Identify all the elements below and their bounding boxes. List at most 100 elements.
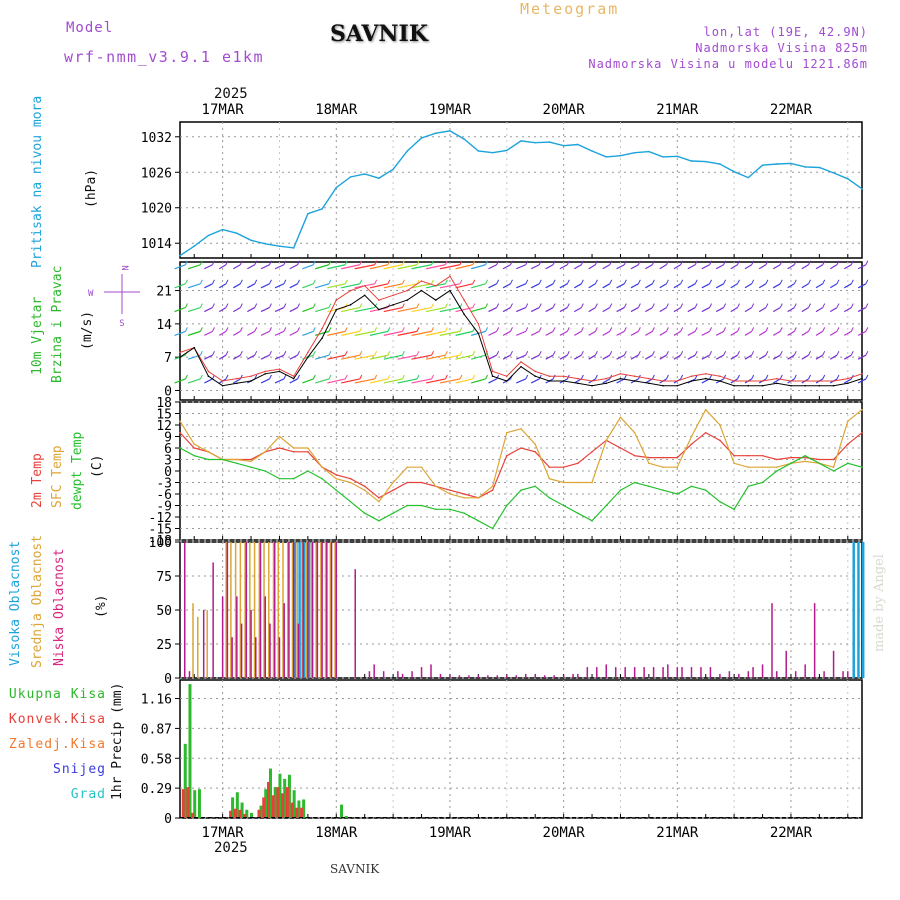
wind-barb-flag (254, 327, 258, 332)
wind-barb (218, 307, 227, 313)
pressure-ytick-label: 1014 (141, 237, 172, 252)
wind-ytick-label: 14 (156, 318, 172, 333)
wind-gust-line-point (420, 280, 423, 282)
model-label: Model (66, 20, 114, 36)
wind-barb (645, 354, 653, 360)
wind-barb-flag (225, 303, 229, 308)
temp-line-sfc_temp-point (505, 431, 508, 434)
wind-speed-line-point (690, 380, 693, 382)
temp-line-dewpoint (179, 447, 863, 530)
pressure-ytick-label: 1026 (141, 166, 172, 181)
wind-barb-flag (850, 279, 854, 285)
wind-barb-flag (374, 374, 378, 380)
temp-line-dewpoint-point (676, 493, 679, 495)
wind-barb (659, 330, 667, 336)
pressure-line-point (818, 166, 821, 169)
wind-barb (645, 378, 653, 384)
cloud-ytick-label: 25 (156, 638, 172, 653)
wind-barb-flag (538, 327, 542, 332)
wind-barb-flag (580, 327, 584, 332)
wind-barb (829, 283, 838, 289)
wind-barb-flag (328, 279, 332, 285)
temp-line-temp2m-point (676, 456, 679, 459)
wind-barb (274, 307, 285, 313)
wind-barb-flag (254, 303, 258, 308)
wind-barb (274, 264, 285, 270)
precip-bar-total_precip (259, 805, 263, 818)
wind-barb-flag (472, 260, 476, 265)
temp-line-sfc_temp-point (520, 428, 522, 430)
temp-line-temp2m-point (804, 456, 806, 459)
wind-barb (772, 283, 781, 289)
date-label-bottom: 22MAR (770, 825, 813, 841)
wind-barb (574, 354, 582, 360)
wind-barb-flag (328, 260, 332, 265)
temp-line-sfc_temp-point (648, 462, 650, 465)
wind-barb (369, 264, 388, 270)
wind-barb-flag (328, 350, 332, 356)
precip-bar-conv_precip (266, 781, 270, 818)
wind-barb (559, 354, 568, 360)
wind-barb (247, 307, 256, 313)
wind-speed-line-point (733, 384, 735, 387)
wind-gust-line-point (775, 377, 778, 380)
wind-barb (502, 354, 511, 360)
temperature-ytick-label: 18 (156, 396, 172, 411)
wind-speed-line-point (662, 384, 664, 387)
wind-barb (471, 378, 486, 384)
precip-legend-snow: Snijeg (53, 762, 106, 777)
pressure-line-point (704, 160, 707, 163)
wind-barb-flag (723, 279, 727, 285)
wind-barb-flag (808, 303, 811, 308)
wind-speed-line-point (179, 356, 181, 358)
wind-barb-flag (651, 279, 655, 285)
temp-line-dewpoint-point (662, 489, 664, 491)
wind-barb (455, 354, 473, 360)
wind-barb-flag (297, 279, 300, 285)
wind-barb-flag (212, 350, 215, 356)
wind-barb (397, 330, 418, 336)
wind-barb-flag (472, 374, 476, 380)
wind-barb (247, 264, 256, 270)
wind-gust-line-point (605, 377, 608, 380)
precip-ytick-label: 0.87 (141, 722, 172, 737)
wind-barb-flag (431, 303, 434, 308)
wind-barb (233, 264, 241, 270)
wind-barb-flag (779, 350, 783, 356)
temp-line-dewpoint-point (591, 520, 593, 522)
wind-barb-flag (552, 350, 556, 356)
temp-line-sfc_temp-point (846, 420, 849, 422)
wind-barb (369, 378, 388, 384)
temp-line-sfc_temp-point (434, 485, 437, 488)
wind-gust-line-point (761, 380, 764, 382)
pressure-line-point (775, 163, 778, 165)
wind-barb (829, 264, 838, 270)
temp-line-temp2m-point (648, 456, 650, 459)
wind-barb-flag (737, 279, 740, 285)
temp-line-dewpoint-point (790, 462, 792, 465)
temp-line-temp2m-point (761, 454, 764, 457)
wind-barb-flag (199, 327, 203, 332)
wind-gust-line-point (548, 375, 551, 378)
pressure-line-point (832, 172, 835, 174)
wind-barb-flag (510, 279, 513, 285)
precip-bar-conv_precip (281, 793, 285, 818)
wind-barb (439, 378, 461, 384)
wind-barb-flag (297, 260, 300, 265)
wind-barb-flag (496, 327, 500, 332)
wind-gust-line-point (179, 351, 181, 354)
wind-barb (260, 354, 270, 360)
wind-barb-flag (225, 279, 229, 285)
temp-line-dewpoint-point (420, 504, 423, 507)
cloud-ytick-label: 50 (156, 604, 172, 619)
precip-ytick-label: 0.29 (141, 782, 172, 797)
wind-barb-flag (185, 374, 188, 380)
wind-barb-flag (444, 374, 448, 380)
wind-barb-flag (225, 327, 229, 332)
temp-line-sfc_temp-point (420, 466, 423, 468)
wind-barb-flag (444, 350, 448, 356)
pressure-line-point (264, 243, 267, 245)
wind-barb (354, 378, 375, 384)
wind-barb-flag (525, 374, 529, 380)
temp-line-temp2m-point (378, 497, 380, 499)
